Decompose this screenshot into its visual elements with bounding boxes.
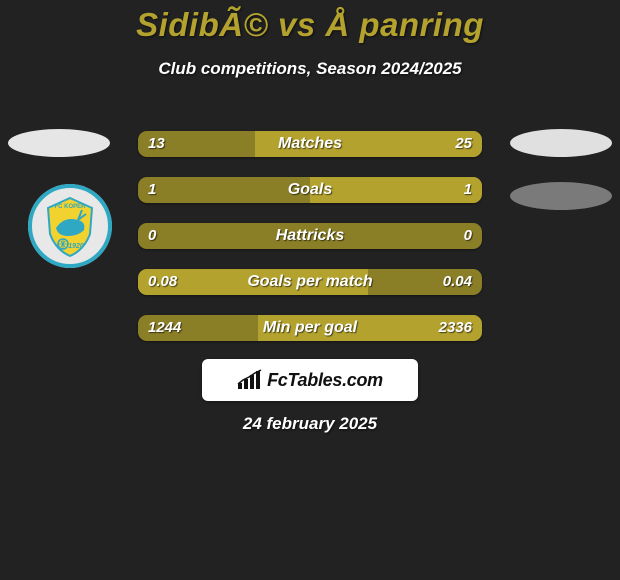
stat-label: Goals per match xyxy=(138,269,482,295)
stat-label: Hattricks xyxy=(138,223,482,249)
stat-label: Min per goal xyxy=(138,315,482,341)
right-player-flag xyxy=(510,129,612,157)
page-title: SidibÃ© vs Å panring xyxy=(0,6,620,44)
stat-bar: 00Hattricks xyxy=(138,223,482,249)
stats-bars: 1325Matches 11Goals 00Hattricks 0.080.04Goa… xyxy=(138,131,482,361)
page-subtitle: Club competitions, Season 2024/2025 xyxy=(0,59,620,79)
bars-chart-icon xyxy=(237,369,263,391)
club-badge-icon: FC KOPER 1920 xyxy=(28,184,112,268)
badge-year: 1920 xyxy=(68,243,84,250)
footer-date: 24 february 2025 xyxy=(0,414,620,434)
stat-label: Goals xyxy=(138,177,482,203)
left-player-club-badge: FC KOPER 1920 xyxy=(28,184,112,268)
badge-top-text: FC KOPER xyxy=(54,204,86,210)
footer-logo-text: FcTables.com xyxy=(267,370,383,391)
stat-bar: 0.080.04Goals per match xyxy=(138,269,482,295)
stat-bar: 12442336Min per goal xyxy=(138,315,482,341)
stat-bar: 1325Matches xyxy=(138,131,482,157)
left-player-flag xyxy=(8,129,110,157)
footer-logo-box: FcTables.com xyxy=(202,359,418,401)
stat-label: Matches xyxy=(138,131,482,157)
stat-bar: 11Goals xyxy=(138,177,482,203)
right-player-club xyxy=(510,182,612,210)
